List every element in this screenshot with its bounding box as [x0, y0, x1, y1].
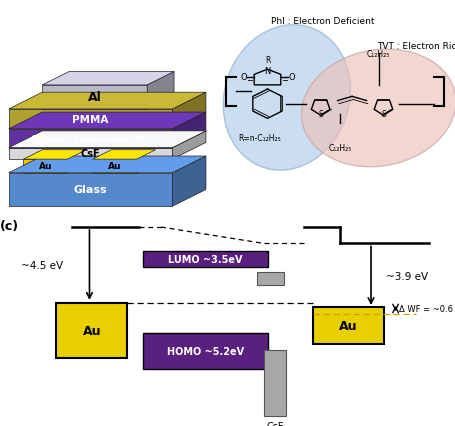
Text: CsF: CsF: [266, 421, 283, 426]
Text: R: R: [264, 56, 269, 65]
Polygon shape: [172, 113, 206, 148]
Polygon shape: [147, 72, 174, 109]
FancyBboxPatch shape: [257, 273, 283, 286]
Polygon shape: [92, 160, 136, 173]
Text: TVT : Electron Rich: TVT : Electron Rich: [376, 42, 455, 51]
Polygon shape: [23, 150, 86, 160]
FancyBboxPatch shape: [143, 333, 268, 370]
Text: Au: Au: [82, 324, 101, 337]
Polygon shape: [9, 93, 206, 109]
Ellipse shape: [301, 50, 455, 167]
Polygon shape: [42, 86, 147, 109]
Text: LUMO ~3.5eV: LUMO ~3.5eV: [168, 254, 243, 264]
Polygon shape: [172, 157, 206, 207]
FancyBboxPatch shape: [263, 350, 285, 416]
Text: Al: Al: [88, 91, 101, 104]
Text: Organic Semiconductor: Organic Semiconductor: [31, 135, 150, 144]
Text: PhI : Electron Deficient: PhI : Electron Deficient: [271, 17, 374, 26]
Polygon shape: [67, 150, 86, 173]
Polygon shape: [9, 130, 172, 148]
Ellipse shape: [223, 26, 349, 171]
Text: S: S: [318, 109, 322, 118]
Polygon shape: [9, 157, 206, 173]
Polygon shape: [172, 132, 206, 160]
Text: ~3.9 eV: ~3.9 eV: [385, 271, 427, 282]
Polygon shape: [172, 93, 206, 130]
Polygon shape: [9, 148, 172, 160]
Text: Au: Au: [339, 319, 357, 332]
Text: Au: Au: [108, 162, 121, 171]
Text: N: N: [264, 66, 270, 75]
Polygon shape: [92, 150, 155, 160]
Text: Δ WF = ~0.6 eV: Δ WF = ~0.6 eV: [398, 305, 455, 314]
Text: C₁₂H₂₅: C₁₂H₂₅: [366, 50, 389, 59]
FancyBboxPatch shape: [312, 307, 384, 344]
Polygon shape: [9, 113, 206, 130]
Text: O: O: [288, 73, 294, 82]
Text: C₁₂H₂₅: C₁₂H₂₅: [328, 144, 351, 153]
Text: ~4.5 eV: ~4.5 eV: [21, 260, 63, 271]
Text: (c): (c): [0, 219, 19, 232]
Text: R=n-C₁₂H₂₅: R=n-C₁₂H₂₅: [238, 134, 281, 143]
Text: CsF: CsF: [81, 149, 100, 159]
Text: O: O: [239, 73, 246, 82]
FancyBboxPatch shape: [56, 303, 127, 358]
Polygon shape: [9, 173, 172, 207]
Polygon shape: [136, 150, 155, 173]
Text: HOMO ~5.2eV: HOMO ~5.2eV: [167, 346, 244, 356]
Text: S: S: [380, 109, 385, 118]
Text: Glass: Glass: [74, 185, 107, 195]
Polygon shape: [9, 109, 172, 130]
Text: Au: Au: [39, 162, 52, 171]
Text: PMMA: PMMA: [72, 115, 108, 124]
Polygon shape: [23, 160, 67, 173]
Polygon shape: [9, 132, 206, 148]
Polygon shape: [42, 72, 174, 86]
FancyBboxPatch shape: [143, 251, 268, 268]
